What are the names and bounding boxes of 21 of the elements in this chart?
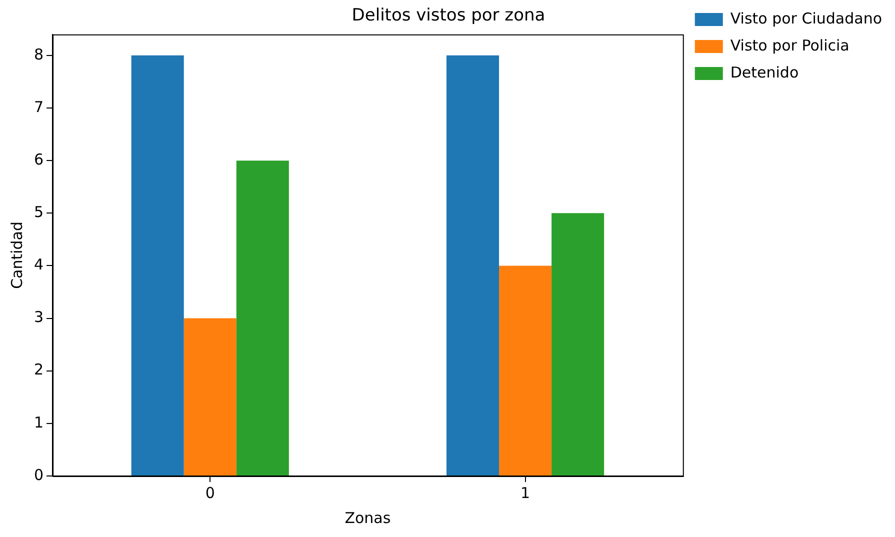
legend-label: Visto por Policia [730,36,850,54]
legend-label: Detenido [730,63,799,82]
y-tick-label: 5 [34,203,44,222]
y-tick-label: 4 [34,256,44,274]
y-tick-label: 1 [34,413,44,432]
x-axis-title: Zonas [344,508,391,527]
y-axis-title: Cantidad [8,221,26,289]
legend-label: Visto por Ciudadano [730,9,882,28]
y-tick-label: 0 [34,466,44,484]
bar [131,55,184,476]
bar [552,213,604,476]
y-tick-label: 3 [34,308,44,326]
y-tick-label: 7 [34,98,44,116]
y-tick-label: 6 [34,150,44,168]
bar [499,266,552,476]
bar [184,318,236,476]
chart-title: Delitos vistos por zona [352,6,546,26]
bar [236,160,289,476]
bar [446,55,500,476]
y-tick-label: 8 [34,45,44,64]
y-tick-label: 2 [34,360,44,379]
